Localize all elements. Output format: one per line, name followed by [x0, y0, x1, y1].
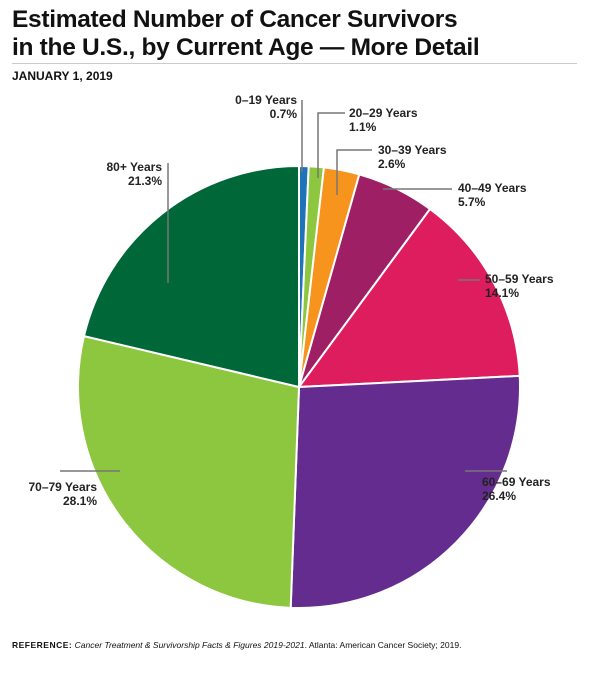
- leader-line-1: [317, 112, 345, 178]
- slice-label-7: 80+ Years: [106, 160, 162, 174]
- slice-label-6: 70–79 Years: [28, 480, 97, 494]
- slice-value-label-0: 0.7%: [270, 107, 298, 121]
- slice-value-label-2: 2.6%: [378, 157, 406, 171]
- pie-slice-4: [296, 207, 521, 389]
- slice-value-label-1: 1.1%: [349, 120, 377, 134]
- reference-label: REFERENCE:: [12, 640, 73, 650]
- chart-title: Estimated Number of Cancer Survivors in t…: [12, 6, 480, 62]
- slice-label-1: 20–29 Years: [349, 106, 418, 120]
- slice-label-0: 0–19 Years: [235, 93, 297, 107]
- title-line-2: in the U.S., by Current Age — More Detai…: [12, 34, 480, 61]
- reference: REFERENCE: Cancer Treatment & Survivorsh…: [12, 640, 461, 650]
- slice-value-label-4: 14.1%: [485, 286, 519, 300]
- chart-subtitle: JANUARY 1, 2019: [12, 69, 113, 83]
- reference-title: Cancer Treatment & Survivorship Facts & …: [74, 640, 305, 650]
- slice-label-4: 50–59 Years: [485, 272, 554, 286]
- reference-rest: . Atlanta: American Cancer Society; 2019…: [304, 640, 462, 650]
- title-line-1: Estimated Number of Cancer Survivors: [12, 6, 458, 33]
- slice-value-label-3: 5.7%: [458, 195, 486, 209]
- pie-slice-5: [289, 374, 521, 609]
- slice-value-label-5: 26.4%: [482, 489, 516, 503]
- leader-line-2: [336, 149, 372, 195]
- divider: [12, 63, 577, 64]
- pie-slice-6: [77, 334, 301, 609]
- slice-label-3: 40–49 Years: [458, 181, 527, 195]
- pie-slice-7: [82, 164, 300, 389]
- slice-value-label-7: 21.3%: [128, 174, 162, 188]
- slice-value-label-6: 28.1%: [63, 494, 97, 508]
- slice-label-5: 60–69 Years: [482, 475, 551, 489]
- slice-label-2: 30–39 Years: [378, 143, 447, 157]
